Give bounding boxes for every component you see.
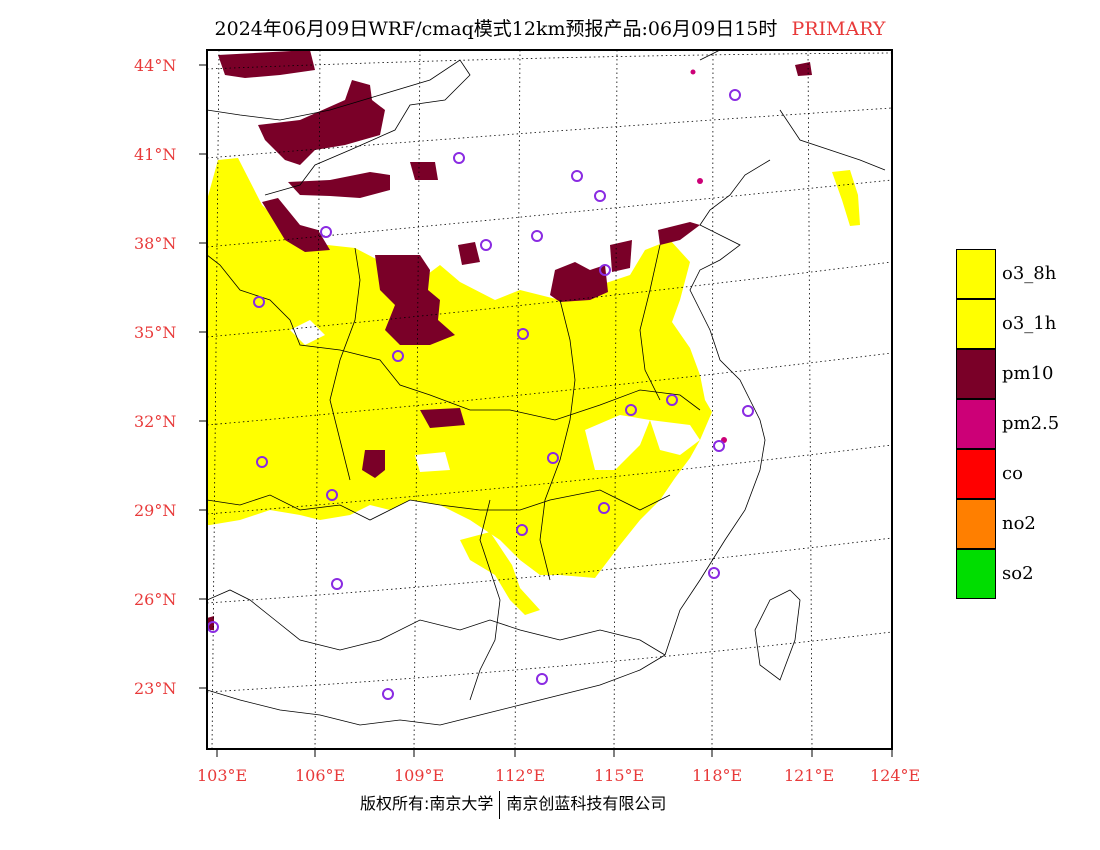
legend-item-co: co [956,449,1086,499]
legend-item-o3-8h: o3_8h [956,249,1086,299]
legend-label: o3_1h [1002,313,1057,334]
legend-item-so2: so2 [956,549,1086,599]
legend-swatch [956,349,996,399]
legend-item-no2: no2 [956,499,1086,549]
lat-label-35: 35°N [134,323,177,342]
pm10-region-inner-mongolia [258,80,385,165]
legend-label: no2 [1002,513,1036,534]
lon-label-118: 118°E [692,766,743,785]
legend-item-o3-1h: o3_1h [956,299,1086,349]
legend-swatch [956,399,996,449]
lon-label-112: 112°E [495,766,546,785]
pm10-region-band [288,172,390,198]
province-boundaries [207,59,701,726]
lon-label-109: 109°E [394,766,445,785]
legend-item-pm25: pm2.5 [956,399,1086,449]
pm10-region-central [375,255,455,345]
o3-region-main [207,158,712,578]
footer-separator [499,790,501,819]
lon-label-124: 124°E [870,766,921,785]
legend-label: so2 [1002,563,1034,584]
map-frame [206,49,893,750]
legend-swatch [956,299,996,349]
legend-label: co [1002,463,1023,484]
footer-right: 南京创蓝科技有限公司 [506,794,667,813]
title-main: 2024年06月09日WRF/cmaq模式12km预报产品:06月09日15时 [214,18,778,40]
legend-swatch [956,249,996,299]
lon-label-103: 103°E [197,766,248,785]
lon-label-106: 106°E [295,766,346,785]
legend-item-pm10: pm10 [956,349,1086,399]
o3-region-south [460,532,540,615]
station-markers [207,89,754,700]
legend-swatch [956,549,996,599]
lon-label-121: 121°E [784,766,835,785]
legend-label: pm2.5 [1002,413,1060,434]
lat-label-41: 41°N [134,145,177,164]
coastline [664,50,886,681]
lon-label-115: 115°E [594,766,645,785]
lat-label-23: 23°N [134,679,177,698]
title-tag: PRIMARY [791,18,886,40]
lat-label-38: 38°N [134,234,177,253]
legend-swatch [956,499,996,549]
legend-label: pm10 [1002,363,1054,384]
map-title: 2024年06月09日WRF/cmaq模式12km预报产品:06月09日15时 P… [0,14,1100,41]
lat-label-29: 29°N [134,501,177,520]
footer-left: 版权所有:南京大学 [360,794,494,813]
lat-label-26: 26°N [134,590,177,609]
legend-label: o3_8h [1002,263,1057,284]
lat-label-32: 32°N [134,412,177,431]
tick-marks [199,64,893,757]
graticule [207,50,892,749]
copyright-footer: 版权所有:南京大学 南京创蓝科技有限公司 [360,790,666,819]
pm10-region-north [218,50,315,78]
legend-swatch [956,449,996,499]
lat-label-44: 44°N [134,56,177,75]
